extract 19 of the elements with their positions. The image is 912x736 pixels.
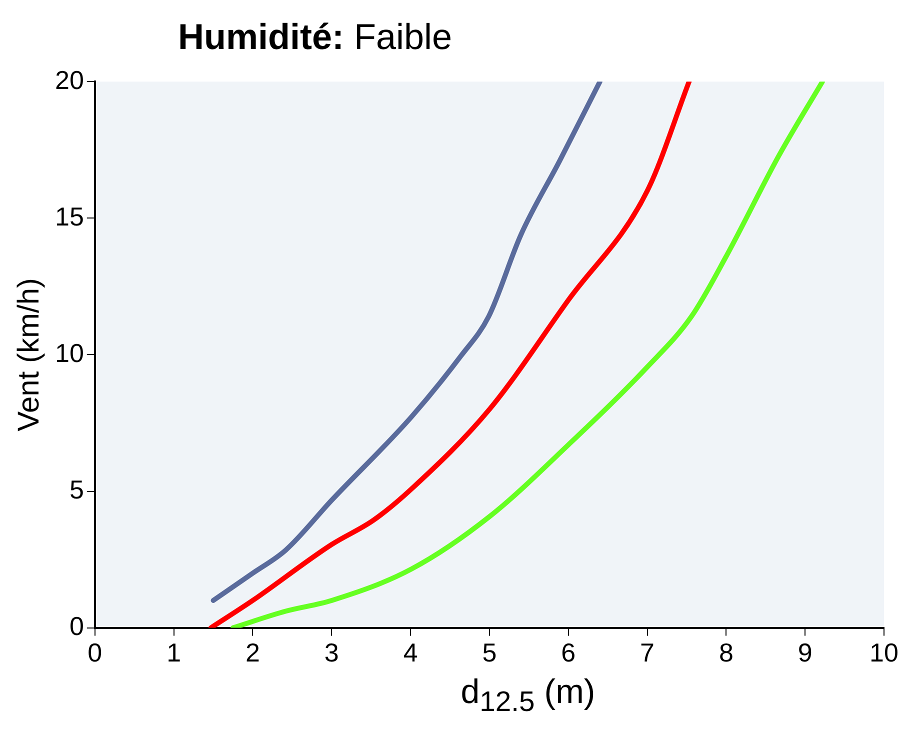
y-tick-label: 10 <box>55 338 84 368</box>
x-tick-label: 3 <box>324 638 339 668</box>
x-tick-label: 6 <box>561 638 576 668</box>
chart-title: Humidité: Faible <box>178 16 452 58</box>
x-tick-label: 8 <box>718 638 734 668</box>
x-tick-label: 10 <box>870 638 898 668</box>
x-tick-label: 9 <box>798 638 812 668</box>
x-tick-label: 5 <box>482 638 497 668</box>
x-tick-label: 7 <box>640 638 655 668</box>
y-tick-label: 20 <box>55 64 84 95</box>
x-tick-label: 1 <box>166 638 182 668</box>
x-axis-title: d$_{12.5}$ (m) <box>460 673 596 719</box>
y-tick-label: 0 <box>69 610 84 641</box>
x-tick-label: 4 <box>403 638 418 668</box>
y-axis-title: Vent (km/h) <box>12 278 46 432</box>
x-tick-label: 0 <box>88 638 102 668</box>
y-tick-label: 15 <box>55 201 84 232</box>
x-tick-label: 2 <box>246 638 260 668</box>
y-tick-label: 5 <box>69 474 84 504</box>
